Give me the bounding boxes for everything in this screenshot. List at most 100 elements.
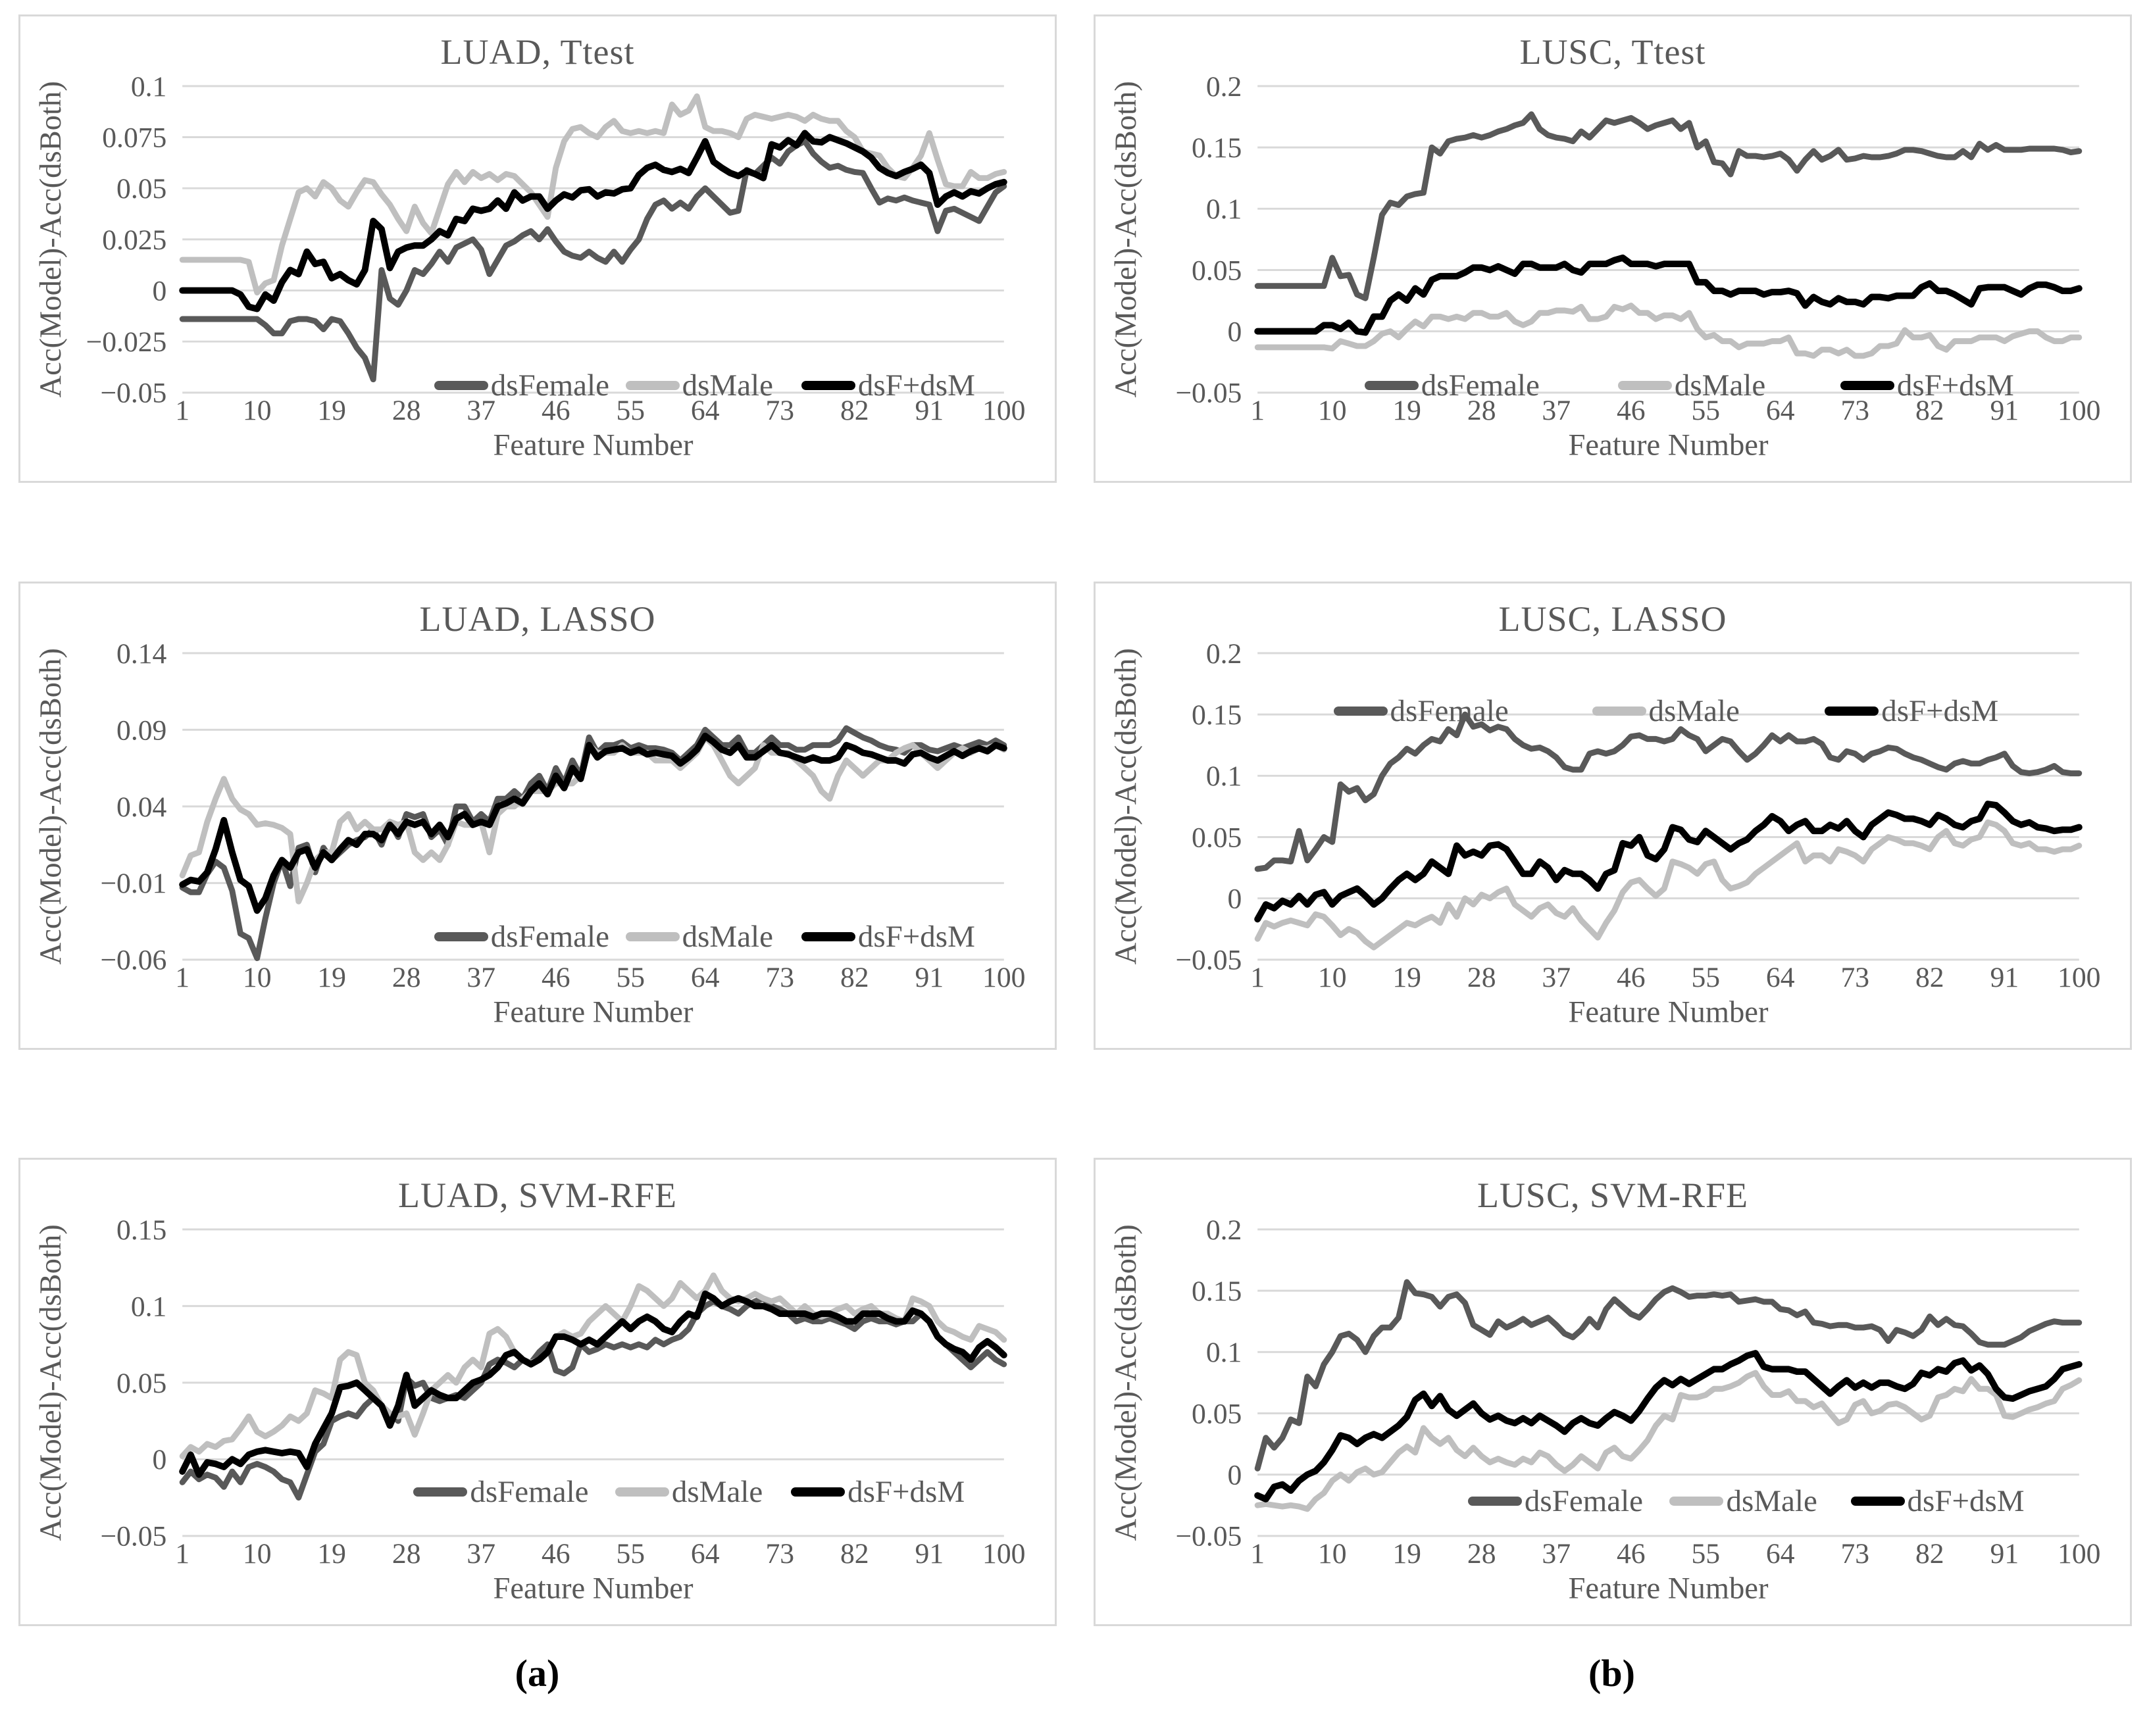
svg-text:0.1: 0.1 (131, 71, 167, 103)
plot-area: 0.15 0.1 0.05 0 −0.05 1 10 19 28 37 46 55 64 73 82 91 10… (34, 1214, 1025, 1606)
legend-swatch-dsmale (615, 1487, 669, 1497)
svg-text:0.15: 0.15 (116, 1214, 166, 1246)
svg-text:19: 19 (317, 1538, 346, 1570)
svg-text:46: 46 (1617, 962, 1646, 993)
legend-label: dsFemale (490, 919, 609, 954)
svg-text:10: 10 (243, 395, 272, 426)
svg-text:Feature Number: Feature Number (493, 1571, 694, 1605)
chart-title: LUAD, SVM-RFE (397, 1175, 678, 1215)
legend-label: dsF+dsM (857, 368, 975, 403)
svg-text:10: 10 (1318, 395, 1347, 426)
svg-text:Feature Number: Feature Number (1568, 428, 1769, 462)
svg-text:0.04: 0.04 (116, 791, 167, 823)
legend-swatch-dsf-dsm (1850, 1496, 1905, 1506)
svg-text:28: 28 (392, 1538, 421, 1570)
legend-swatch-dsmale (1592, 707, 1646, 716)
chart-title: LUSC, Ttest (1519, 32, 1706, 72)
legend-label: dsMale (1674, 368, 1766, 403)
svg-text:−0.05: −0.05 (1175, 945, 1242, 976)
subfigure-label-a: (a) (515, 1652, 560, 1695)
svg-text:100: 100 (2058, 395, 2100, 426)
legend-item-dsfemale: dsFemale (1364, 368, 1540, 403)
svg-text:100: 100 (2058, 1538, 2100, 1570)
svg-text:55: 55 (616, 395, 645, 426)
legend-swatch-dsfemale (434, 931, 488, 941)
legend-item-dsmale: dsMale (1617, 368, 1766, 403)
svg-text:19: 19 (317, 395, 346, 426)
legend-item-dsf-dsm: dsF+dsM (1850, 1483, 2025, 1519)
svg-text:0.1: 0.1 (131, 1291, 167, 1322)
svg-text:0.05: 0.05 (116, 1368, 166, 1399)
svg-text:64: 64 (1766, 395, 1795, 426)
legend-swatch-dsf-dsm (801, 381, 855, 391)
svg-text:1: 1 (175, 395, 190, 426)
svg-text:91: 91 (1990, 962, 2019, 993)
svg-text:82: 82 (1915, 1538, 1944, 1570)
svg-text:−0.06: −0.06 (100, 945, 166, 976)
svg-text:100: 100 (2058, 962, 2100, 993)
svg-text:1: 1 (1250, 962, 1265, 993)
legend-label: dsMale (1726, 1483, 1817, 1518)
svg-text:0: 0 (153, 275, 167, 307)
svg-text:37: 37 (1542, 962, 1571, 993)
svg-text:100: 100 (982, 395, 1025, 426)
svg-text:10: 10 (1318, 962, 1347, 993)
svg-text:37: 37 (467, 395, 495, 426)
svg-text:73: 73 (765, 1538, 794, 1570)
svg-text:73: 73 (765, 962, 794, 993)
legend-item-dsfemale: dsFemale (1333, 693, 1509, 729)
legend-item-dsfemale: dsFemale (413, 1474, 589, 1510)
svg-text:−0.05: −0.05 (1175, 378, 1242, 409)
legend-label: dsF+dsM (1881, 694, 1999, 729)
svg-text:19: 19 (317, 962, 346, 993)
svg-text:0.05: 0.05 (116, 173, 166, 205)
legend-swatch-dsf-dsm (1825, 707, 1879, 716)
legend-swatch-dsf-dsm (801, 931, 855, 941)
legend-label: dsMale (671, 1474, 763, 1509)
legend-swatch-dsmale (625, 381, 680, 391)
svg-text:Acc(Model)-Acc(dsBoth): Acc(Model)-Acc(dsBoth) (34, 1224, 68, 1541)
legend-label: dsMale (1648, 694, 1740, 729)
subfigure-label-b: (b) (1588, 1652, 1635, 1695)
svg-text:1: 1 (1250, 395, 1265, 426)
svg-text:Feature Number: Feature Number (1568, 1571, 1769, 1605)
svg-text:82: 82 (840, 962, 869, 993)
chart-title: LUSC, SVM-RFE (1477, 1175, 1749, 1215)
svg-text:55: 55 (616, 962, 645, 993)
svg-text:37: 37 (467, 1538, 495, 1570)
svg-text:91: 91 (915, 962, 944, 993)
chart-panel-luad-lasso: LUAD, LASSO 0.14 0.09 0.04 −0.01 −0.06 1 10 19 2… (18, 582, 1057, 1050)
svg-text:73: 73 (1840, 395, 1869, 426)
legend-item-dsf-dsm: dsF+dsM (801, 919, 975, 955)
svg-text:55: 55 (1691, 1538, 1720, 1570)
legend-label: dsFemale (1421, 368, 1540, 403)
svg-text:−0.01: −0.01 (100, 868, 166, 899)
svg-text:46: 46 (542, 395, 570, 426)
legend-item-dsf-dsm: dsF+dsM (1840, 368, 2014, 403)
chart-panel-luad-svmrfe: LUAD, SVM-RFE 0.15 0.1 0.05 0 −0.05 1 10 19 28 37… (18, 1158, 1057, 1626)
svg-text:0.2: 0.2 (1206, 1214, 1242, 1246)
legend-item-dsf-dsm: dsF+dsM (801, 368, 975, 403)
svg-text:55: 55 (1691, 962, 1720, 993)
legend-item-dsmale: dsMale (625, 919, 773, 955)
svg-text:28: 28 (1467, 395, 1496, 426)
svg-text:0.15: 0.15 (1192, 1276, 1242, 1307)
svg-text:0: 0 (1228, 1460, 1242, 1491)
svg-text:28: 28 (1467, 962, 1496, 993)
svg-text:64: 64 (691, 1538, 720, 1570)
svg-text:0.15: 0.15 (1192, 699, 1242, 731)
svg-text:Feature Number: Feature Number (493, 428, 694, 462)
svg-text:91: 91 (1990, 395, 2019, 426)
legend-label: dsFemale (490, 368, 609, 403)
svg-text:0: 0 (153, 1444, 167, 1476)
svg-text:0.05: 0.05 (1192, 255, 1242, 286)
svg-text:55: 55 (616, 1538, 645, 1570)
svg-text:55: 55 (1691, 395, 1720, 426)
svg-text:Acc(Model)-Acc(dsBoth): Acc(Model)-Acc(dsBoth) (1109, 1224, 1143, 1541)
svg-text:0.05: 0.05 (1192, 822, 1242, 853)
svg-text:91: 91 (915, 395, 944, 426)
legend-label: dsF+dsM (847, 1474, 965, 1509)
svg-text:−0.05: −0.05 (100, 1521, 166, 1552)
legend-label: dsF+dsM (1896, 368, 2014, 403)
svg-text:46: 46 (542, 1538, 570, 1570)
